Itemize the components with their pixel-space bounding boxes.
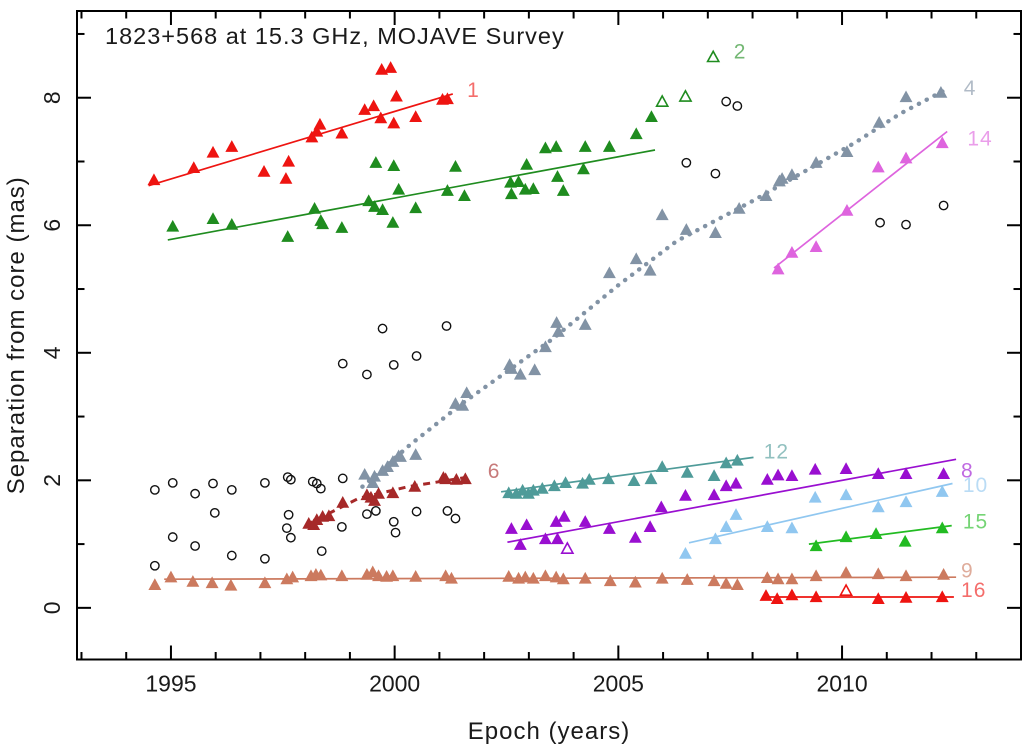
plot-frame: [76, 10, 1022, 661]
x-tick-label: 2000: [369, 671, 420, 697]
data-points-14: [771, 136, 949, 275]
series-label-14: 14: [967, 127, 992, 150]
fit-line-8: [507, 458, 957, 544]
x-axis-label: Epoch (years): [468, 718, 630, 745]
data-points-9: [148, 565, 951, 591]
series-label-16: 16: [961, 579, 986, 602]
fit-line-14: [773, 130, 948, 269]
x-tick-label: 2010: [816, 671, 867, 697]
series-label-6: 6: [488, 460, 501, 483]
series-14: 14: [771, 127, 992, 275]
data-points-12: [502, 453, 744, 499]
series-unidentified: [149, 96, 949, 571]
axis-ticks: [77, 11, 1021, 660]
data-points-10: [679, 485, 949, 559]
series-6: 6: [302, 460, 501, 531]
fit-line-2: [167, 149, 656, 241]
data-points-1: [147, 61, 454, 186]
series-label-10: 10: [963, 474, 988, 497]
series-15: 15: [808, 511, 988, 552]
series-label-1: 1: [467, 79, 480, 102]
y-tick-label: 0: [39, 601, 65, 614]
x-tick-label: 2005: [593, 671, 644, 697]
series-label-15: 15: [963, 511, 988, 534]
y-axis-label: Separation from core (mas): [3, 176, 30, 494]
tick-labels: 1995 2000 2005 2010 0 2 4 6 8: [39, 91, 868, 696]
data-points-2: [166, 49, 721, 242]
series-label-8: 8: [961, 460, 974, 483]
series-16: 16: [759, 579, 986, 605]
fit-line-1: [148, 93, 454, 187]
data-points-8: [504, 462, 951, 554]
data-points-15: [809, 521, 949, 552]
series-label-12: 12: [764, 440, 789, 463]
data-points-6: [302, 471, 472, 531]
series-label-9: 9: [961, 560, 974, 583]
y-tick-label: 6: [39, 219, 65, 232]
series-label-2: 2: [734, 41, 747, 64]
fit-line-10: [688, 482, 953, 544]
x-tick-label: 1995: [145, 671, 196, 697]
series-10: 10: [679, 474, 988, 559]
series-1: 1: [147, 61, 480, 187]
fit-line-15: [808, 524, 952, 545]
series-12: 12: [500, 440, 789, 499]
series-label-4: 4: [964, 77, 977, 100]
series-9: 9: [148, 560, 974, 591]
series-4: 4: [358, 77, 977, 489]
fit-line-4: [360, 85, 951, 489]
data-points-4: [358, 85, 948, 488]
y-tick-label: 4: [39, 346, 65, 359]
y-tick-label: 2: [39, 474, 65, 487]
titles: 1823+568 at 15.3 GHz, MOJAVE Survey Epoch…: [3, 23, 630, 745]
y-tick-label: 8: [39, 91, 65, 104]
series-8: 8: [504, 458, 974, 554]
series-2: 2: [166, 41, 747, 242]
chart-title: 1823+568 at 15.3 GHz, MOJAVE Survey: [105, 23, 565, 49]
data-points-unidentified: [149, 96, 949, 571]
data-points-16: [759, 583, 949, 605]
